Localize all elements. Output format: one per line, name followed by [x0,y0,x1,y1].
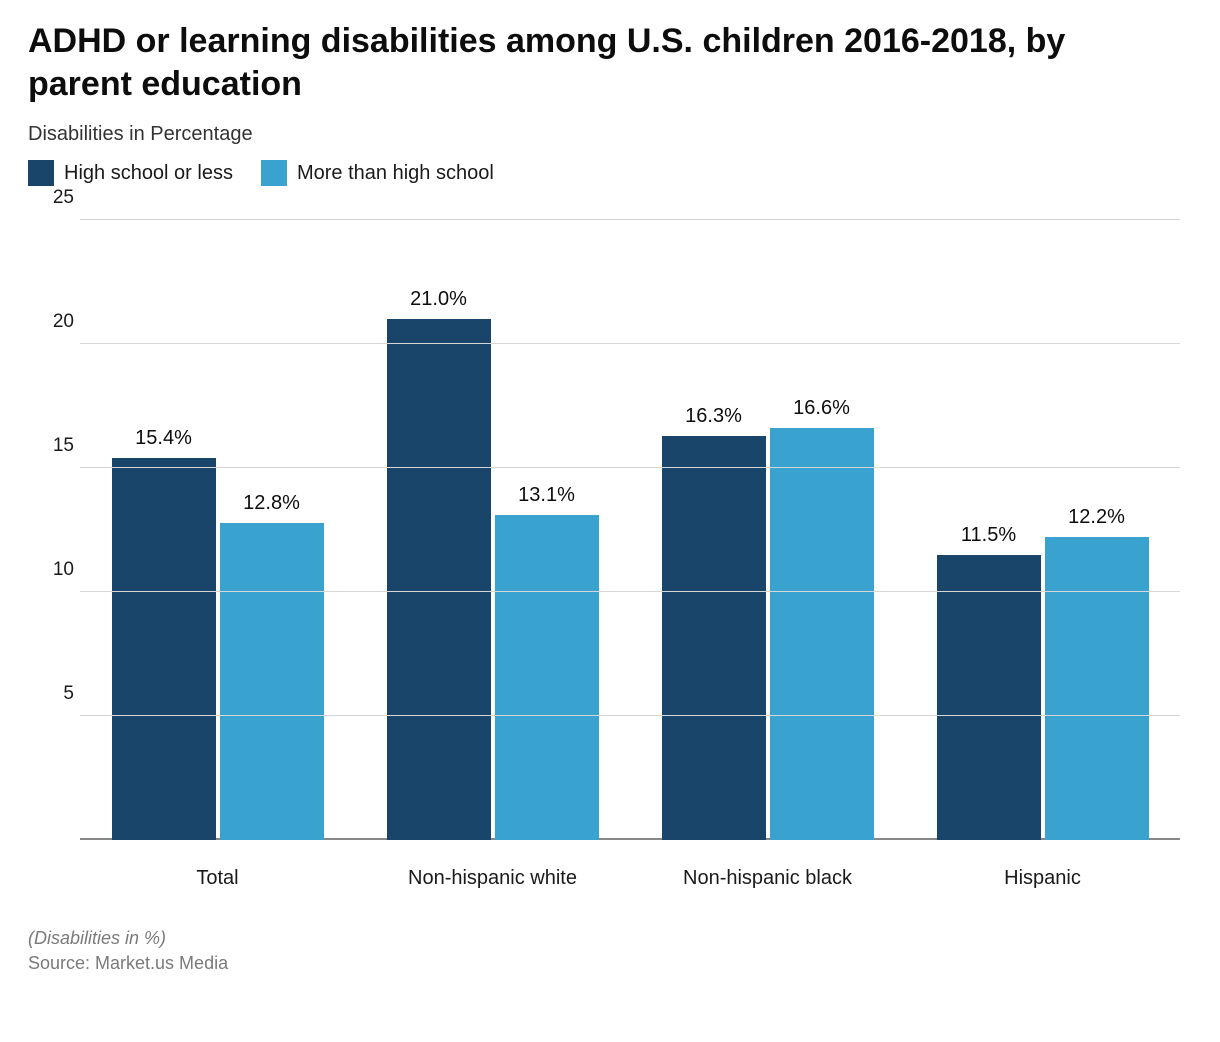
bar-group: 21.0%13.1% [355,220,630,840]
bar-value-label: 16.6% [793,397,850,420]
bar-value-label: 12.2% [1068,506,1125,529]
legend-label: High school or less [64,162,233,185]
gridline [80,715,1180,716]
y-axis-tick-label: 15 [34,435,74,457]
legend-label: More than high school [297,162,494,185]
y-axis-tick-label: 10 [34,559,74,581]
bar-value-label: 15.4% [135,427,192,450]
footer-note: (Disabilities in %) [28,928,1192,949]
plot-wrap: 15.4%12.8%21.0%13.1%16.3%16.6%11.5%12.2%… [28,210,1192,910]
bar-value-label: 21.0% [410,288,467,311]
bar-group: 11.5%12.2% [905,220,1180,840]
y-axis-tick-label: 25 [34,187,74,209]
y-axis-tick-label: 5 [34,683,74,705]
gridline [80,591,1180,592]
legend-swatch-icon [261,160,287,186]
bar-groups: 15.4%12.8%21.0%13.1%16.3%16.6%11.5%12.2% [80,220,1180,840]
gridline [80,219,1180,220]
bar-group: 16.3%16.6% [630,220,905,840]
bar-series-0: 11.5% [937,555,1041,840]
source-line: Source: Market.us Media [28,953,1192,974]
x-axis-category-label: Non-hispanic white [355,867,630,890]
bar-series-0: 21.0% [387,319,491,840]
chart-legend: High school or less More than high schoo… [28,160,1192,186]
x-axis-category-label: Total [80,867,355,890]
bar-group: 15.4%12.8% [80,220,355,840]
chart-subtitle: Disabilities in Percentage [28,123,1192,146]
bar-series-0: 16.3% [662,436,766,840]
bar-value-label: 13.1% [518,484,575,507]
bar-value-label: 12.8% [243,492,300,515]
bar-series-1: 13.1% [495,515,599,840]
bar-series-1: 12.8% [220,523,324,840]
gridline [80,343,1180,344]
legend-item-series-0: High school or less [28,160,233,186]
x-axis-labels: TotalNon-hispanic whiteNon-hispanic blac… [80,867,1180,890]
x-axis-category-label: Non-hispanic black [630,867,905,890]
bar-series-1: 16.6% [770,428,874,840]
bar-value-label: 11.5% [961,524,1016,547]
chart-container: ADHD or learning disabilities among U.S.… [0,0,1220,1042]
chart-title: ADHD or learning disabilities among U.S.… [28,20,1128,105]
plot-area: 15.4%12.8%21.0%13.1%16.3%16.6%11.5%12.2%… [80,220,1180,840]
gridline [80,467,1180,468]
legend-item-series-1: More than high school [261,160,494,186]
bar-value-label: 16.3% [685,405,742,428]
y-axis-tick-label: 20 [34,311,74,333]
bar-series-0: 15.4% [112,458,216,840]
x-axis-category-label: Hispanic [905,867,1180,890]
bar-series-1: 12.2% [1045,537,1149,840]
legend-swatch-icon [28,160,54,186]
